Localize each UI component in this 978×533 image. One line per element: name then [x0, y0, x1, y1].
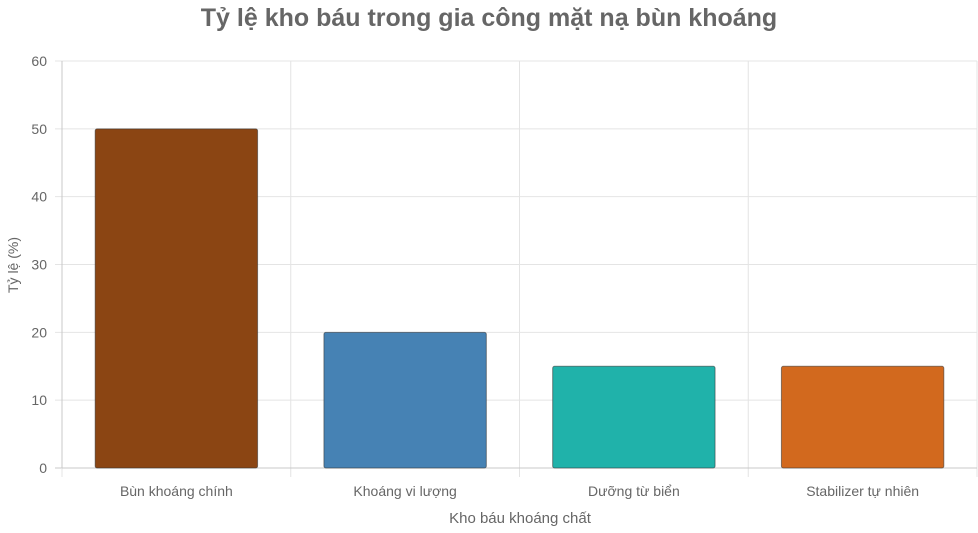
y-tick-label: 20 — [31, 324, 47, 340]
y-tick-label: 0 — [39, 460, 47, 476]
bar[interactable] — [552, 365, 716, 469]
y-tick-label: 30 — [31, 257, 47, 273]
y-tick-label: 10 — [31, 392, 47, 408]
bar[interactable] — [780, 365, 945, 469]
x-tick-label: Dưỡng từ biển — [588, 483, 680, 499]
y-tick-label: 60 — [31, 53, 47, 69]
y-tick-label: 50 — [31, 121, 47, 137]
y-axis-title: Tỷ lệ (%) — [5, 237, 21, 293]
x-tick-label: Khoáng vi lượng — [353, 483, 456, 499]
bar[interactable] — [323, 331, 487, 469]
x-tick-label: Bùn khoáng chính — [120, 483, 233, 499]
x-tick-label: Stabilizer tự nhiên — [806, 483, 919, 499]
x-axis-title: Kho báu khoáng chất — [449, 510, 592, 527]
bar[interactable] — [94, 128, 259, 469]
chart-title: Tỷ lệ kho báu trong gia công mặt nạ bùn … — [200, 4, 778, 32]
y-tick-label: 40 — [31, 189, 47, 205]
bar-layer — [94, 128, 945, 469]
label-layer: 0 10 20 30 40 50 60 Bùn khoáng chính Khoáng vi l… — [31, 53, 919, 499]
